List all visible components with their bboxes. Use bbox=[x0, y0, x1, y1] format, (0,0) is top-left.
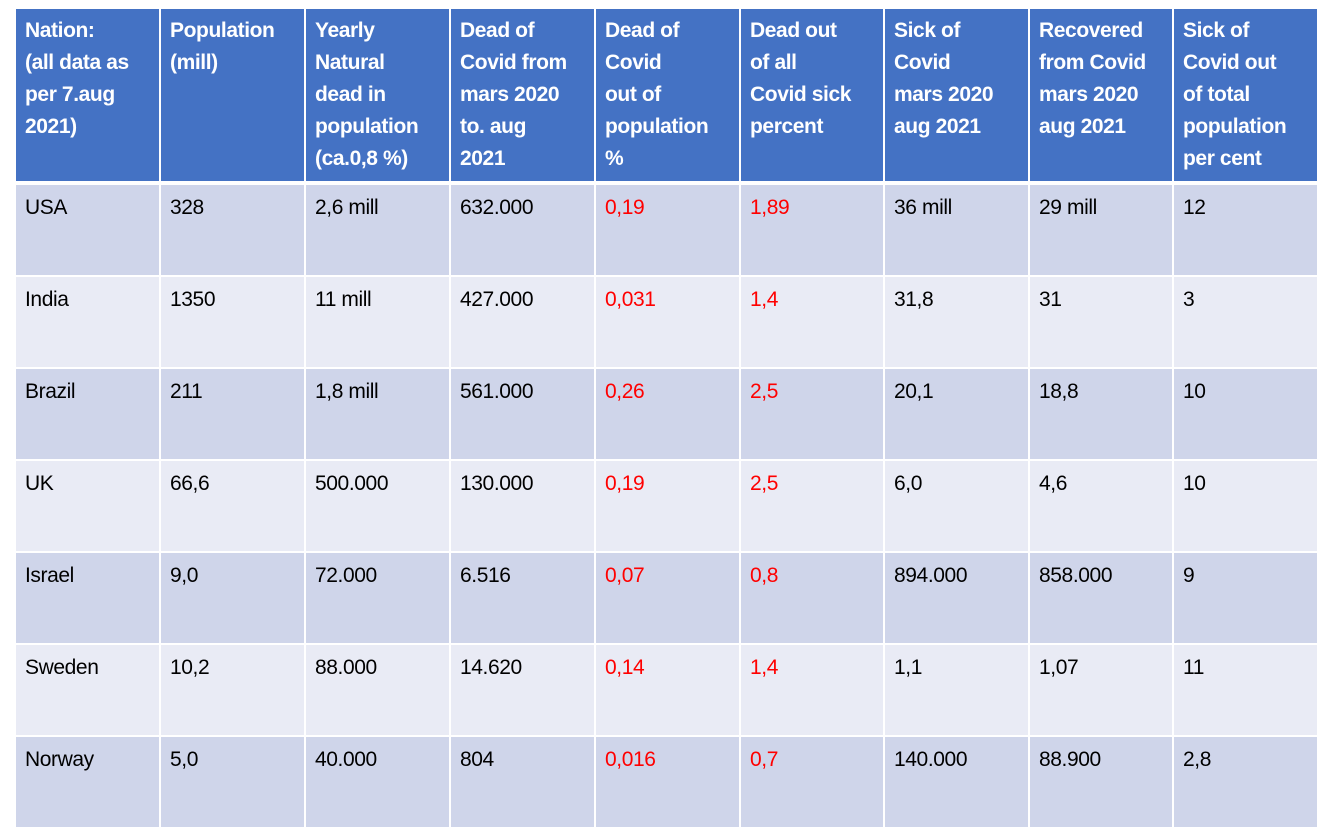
cell-covid-dead: 804 bbox=[449, 735, 596, 829]
header-recovered: Recovered from Covid mars 2020 aug 2021 bbox=[1028, 7, 1174, 185]
cell-recovered: 31 bbox=[1028, 275, 1174, 369]
header-population: Population (mill) bbox=[159, 7, 306, 185]
cell-covid-dead: 14.620 bbox=[449, 643, 596, 737]
cell-nation: Israel bbox=[14, 551, 161, 645]
cell-sick: 894.000 bbox=[883, 551, 1030, 645]
cell-yearly-natural-dead: 11 mill bbox=[304, 275, 451, 369]
cell-sick-pct-population: 10 bbox=[1172, 459, 1319, 553]
cell-dead-pct-population: 0,19 bbox=[594, 182, 741, 277]
cell-covid-dead: 632.000 bbox=[449, 182, 596, 277]
cell-population: 66,6 bbox=[159, 459, 306, 553]
cell-covid-dead: 6.516 bbox=[449, 551, 596, 645]
header-dead-pct-population: Dead of Covid out of population % bbox=[594, 7, 741, 185]
cell-nation: UK bbox=[14, 459, 161, 553]
cell-dead-pct-population: 0,07 bbox=[594, 551, 741, 645]
cell-sick-pct-population: 2,8 bbox=[1172, 735, 1319, 829]
table-row: Israel 9,0 72.000 6.516 0,07 0,8 894.000 858.00… bbox=[14, 551, 1319, 645]
table-row: Brazil 211 1,8 mill 561.000 0,26 2,5 20,1 18,8 1… bbox=[14, 367, 1319, 461]
cell-dead-pct-sick: 1,4 bbox=[739, 643, 885, 737]
header-dead-pct-sick: Dead out of all Covid sick percent bbox=[739, 7, 885, 185]
cell-dead-pct-population: 0,19 bbox=[594, 459, 741, 553]
covid-data-table: Nation: (all data as per 7.aug 2021) Popu… bbox=[14, 7, 1319, 829]
table-row: Norway 5,0 40.000 804 0,016 0,7 140.000 88.900 2… bbox=[14, 735, 1319, 829]
cell-population: 9,0 bbox=[159, 551, 306, 645]
cell-yearly-natural-dead: 500.000 bbox=[304, 459, 451, 553]
cell-dead-pct-population: 0,26 bbox=[594, 367, 741, 461]
cell-sick-pct-population: 12 bbox=[1172, 182, 1319, 277]
cell-recovered: 18,8 bbox=[1028, 367, 1174, 461]
cell-recovered: 1,07 bbox=[1028, 643, 1174, 737]
cell-recovered: 858.000 bbox=[1028, 551, 1174, 645]
cell-nation: Norway bbox=[14, 735, 161, 829]
cell-dead-pct-sick: 1,4 bbox=[739, 275, 885, 369]
cell-population: 211 bbox=[159, 367, 306, 461]
cell-yearly-natural-dead: 88.000 bbox=[304, 643, 451, 737]
cell-dead-pct-population: 0,031 bbox=[594, 275, 741, 369]
cell-population: 5,0 bbox=[159, 735, 306, 829]
cell-yearly-natural-dead: 72.000 bbox=[304, 551, 451, 645]
cell-population: 1350 bbox=[159, 275, 306, 369]
cell-covid-dead: 130.000 bbox=[449, 459, 596, 553]
header-nation: Nation: (all data as per 7.aug 2021) bbox=[14, 7, 161, 185]
cell-recovered: 29 mill bbox=[1028, 182, 1174, 277]
table-row: India 1350 11 mill 427.000 0,031 1,4 31,8 31 3 bbox=[14, 275, 1319, 369]
cell-sick-pct-population: 9 bbox=[1172, 551, 1319, 645]
header-yearly-natural-dead: Yearly Natural dead in population (ca.0,… bbox=[304, 7, 451, 185]
header-sick: Sick of Covid mars 2020 aug 2021 bbox=[883, 7, 1030, 185]
cell-sick: 31,8 bbox=[883, 275, 1030, 369]
table-row: USA 328 2,6 mill 632.000 0,19 1,89 36 mill 29 m… bbox=[14, 182, 1319, 277]
cell-recovered: 88.900 bbox=[1028, 735, 1174, 829]
cell-sick-pct-population: 11 bbox=[1172, 643, 1319, 737]
cell-population: 10,2 bbox=[159, 643, 306, 737]
cell-nation: Brazil bbox=[14, 367, 161, 461]
header-sick-pct-population: Sick of Covid out of total population pe… bbox=[1172, 7, 1319, 185]
header-covid-dead: Dead of Covid from mars 2020 to. aug 202… bbox=[449, 7, 596, 185]
cell-yearly-natural-dead: 40.000 bbox=[304, 735, 451, 829]
table-row: Sweden 10,2 88.000 14.620 0,14 1,4 1,1 1,07 11 bbox=[14, 643, 1319, 737]
cell-dead-pct-population: 0,14 bbox=[594, 643, 741, 737]
cell-yearly-natural-dead: 1,8 mill bbox=[304, 367, 451, 461]
cell-nation: Sweden bbox=[14, 643, 161, 737]
cell-sick: 1,1 bbox=[883, 643, 1030, 737]
cell-sick-pct-population: 10 bbox=[1172, 367, 1319, 461]
cell-dead-pct-population: 0,016 bbox=[594, 735, 741, 829]
cell-nation: India bbox=[14, 275, 161, 369]
cell-dead-pct-sick: 1,89 bbox=[739, 182, 885, 277]
cell-nation: USA bbox=[14, 182, 161, 277]
cell-dead-pct-sick: 0,7 bbox=[739, 735, 885, 829]
cell-sick: 140.000 bbox=[883, 735, 1030, 829]
cell-covid-dead: 561.000 bbox=[449, 367, 596, 461]
cell-sick: 36 mill bbox=[883, 182, 1030, 277]
cell-sick: 20,1 bbox=[883, 367, 1030, 461]
cell-population: 328 bbox=[159, 182, 306, 277]
cell-dead-pct-sick: 0,8 bbox=[739, 551, 885, 645]
cell-dead-pct-sick: 2,5 bbox=[739, 459, 885, 553]
cell-dead-pct-sick: 2,5 bbox=[739, 367, 885, 461]
header-row: Nation: (all data as per 7.aug 2021) Popu… bbox=[14, 7, 1319, 185]
table-row: UK 66,6 500.000 130.000 0,19 2,5 6,0 4,6 10 bbox=[14, 459, 1319, 553]
cell-covid-dead: 427.000 bbox=[449, 275, 596, 369]
cell-yearly-natural-dead: 2,6 mill bbox=[304, 182, 451, 277]
cell-recovered: 4,6 bbox=[1028, 459, 1174, 553]
cell-sick-pct-population: 3 bbox=[1172, 275, 1319, 369]
cell-sick: 6,0 bbox=[883, 459, 1030, 553]
